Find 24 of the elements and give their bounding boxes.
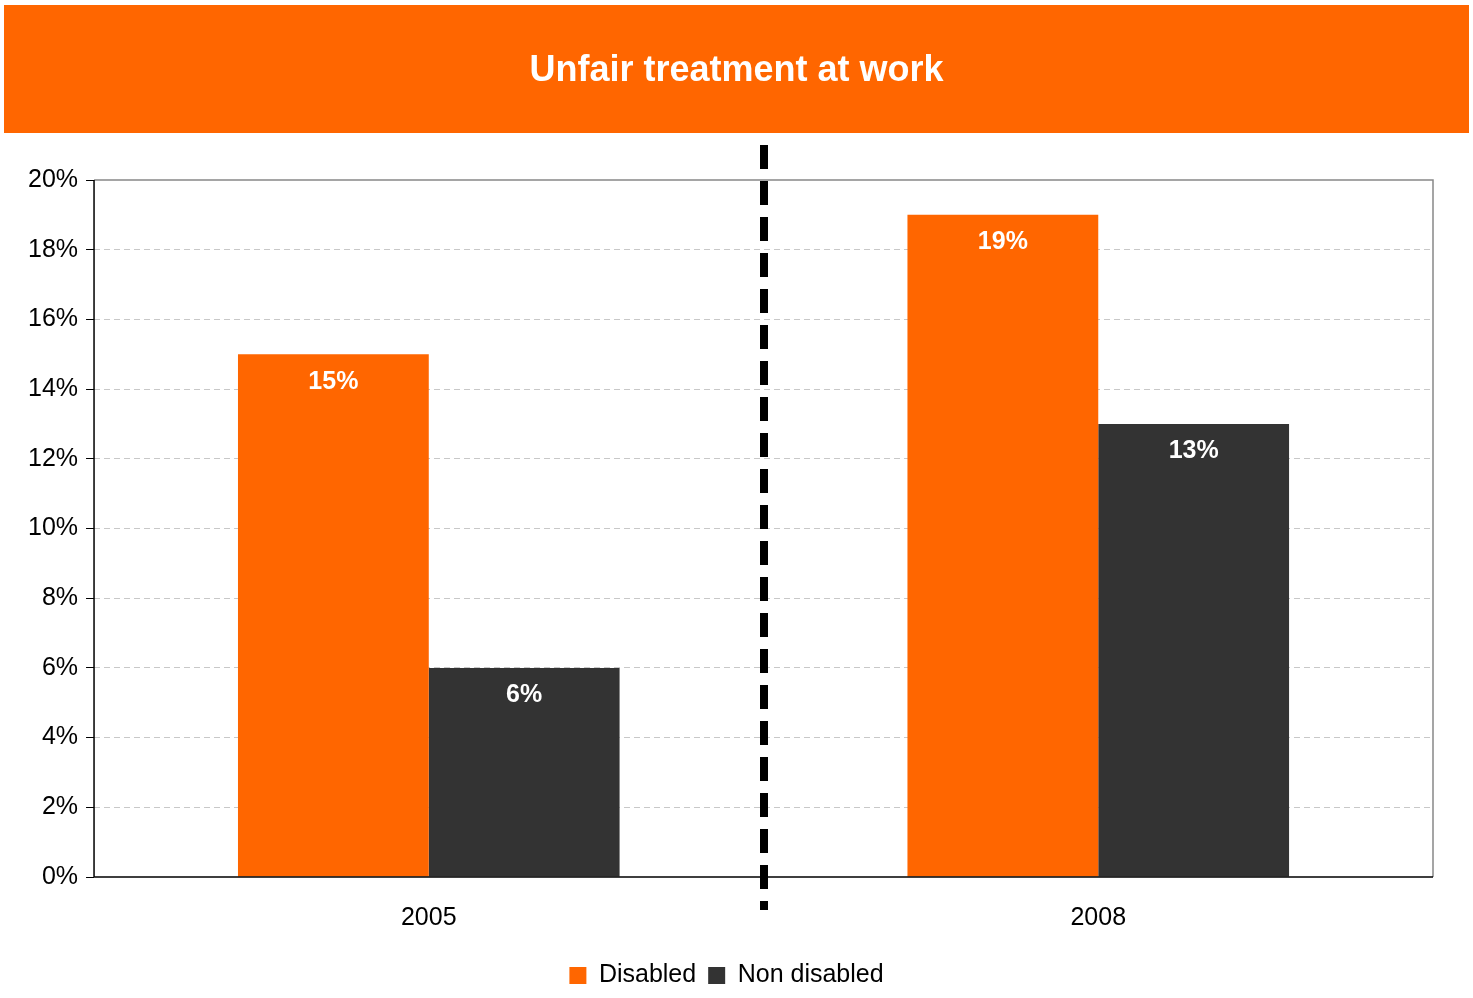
y-tick-label: 10% xyxy=(27,512,79,541)
y-tick-label: 2% xyxy=(41,791,79,820)
y-tick-label: 8% xyxy=(41,582,79,611)
y-tick-label: 12% xyxy=(27,442,79,471)
data-label: 15% xyxy=(308,365,359,394)
legend-label: Non disabled xyxy=(737,959,884,988)
bar xyxy=(907,214,1099,877)
x-tick-label: 2005 xyxy=(400,901,457,930)
x-tick-label: 2008 xyxy=(1070,901,1127,930)
data-label: 13% xyxy=(1168,435,1219,464)
legend-label: Disabled xyxy=(598,959,697,988)
y-tick-label: 20% xyxy=(27,163,79,192)
y-tick-label: 0% xyxy=(41,860,79,889)
y-tick-label: 16% xyxy=(27,303,79,332)
bar xyxy=(1098,423,1290,877)
data-label: 6% xyxy=(506,679,543,708)
data-label: 19% xyxy=(977,226,1028,255)
bar xyxy=(237,354,429,877)
bar xyxy=(428,667,620,877)
chart-title: Unfair treatment at work xyxy=(4,5,1469,133)
y-tick-label: 4% xyxy=(41,721,79,750)
y-tick-label: 14% xyxy=(27,372,79,401)
y-tick-label: 6% xyxy=(41,651,79,680)
y-tick-label: 18% xyxy=(27,233,79,262)
